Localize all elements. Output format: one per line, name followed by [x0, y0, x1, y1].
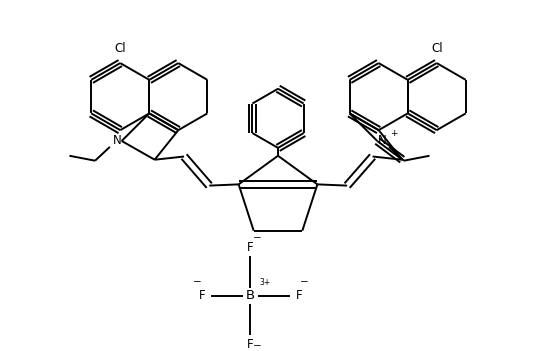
Text: B: B — [246, 289, 255, 302]
Text: N: N — [113, 134, 121, 147]
Text: F: F — [199, 289, 206, 302]
Text: F: F — [295, 289, 302, 302]
Text: −: − — [300, 277, 309, 287]
Text: Cl: Cl — [431, 42, 443, 55]
Text: −: − — [253, 341, 262, 351]
Text: −: − — [193, 277, 202, 287]
Text: 3+: 3+ — [259, 278, 271, 287]
Text: Cl: Cl — [114, 42, 126, 55]
Text: F: F — [247, 338, 254, 351]
Text: N: N — [378, 134, 387, 147]
Text: +: + — [390, 128, 398, 138]
Text: F: F — [247, 241, 254, 254]
Text: −: − — [253, 232, 262, 243]
